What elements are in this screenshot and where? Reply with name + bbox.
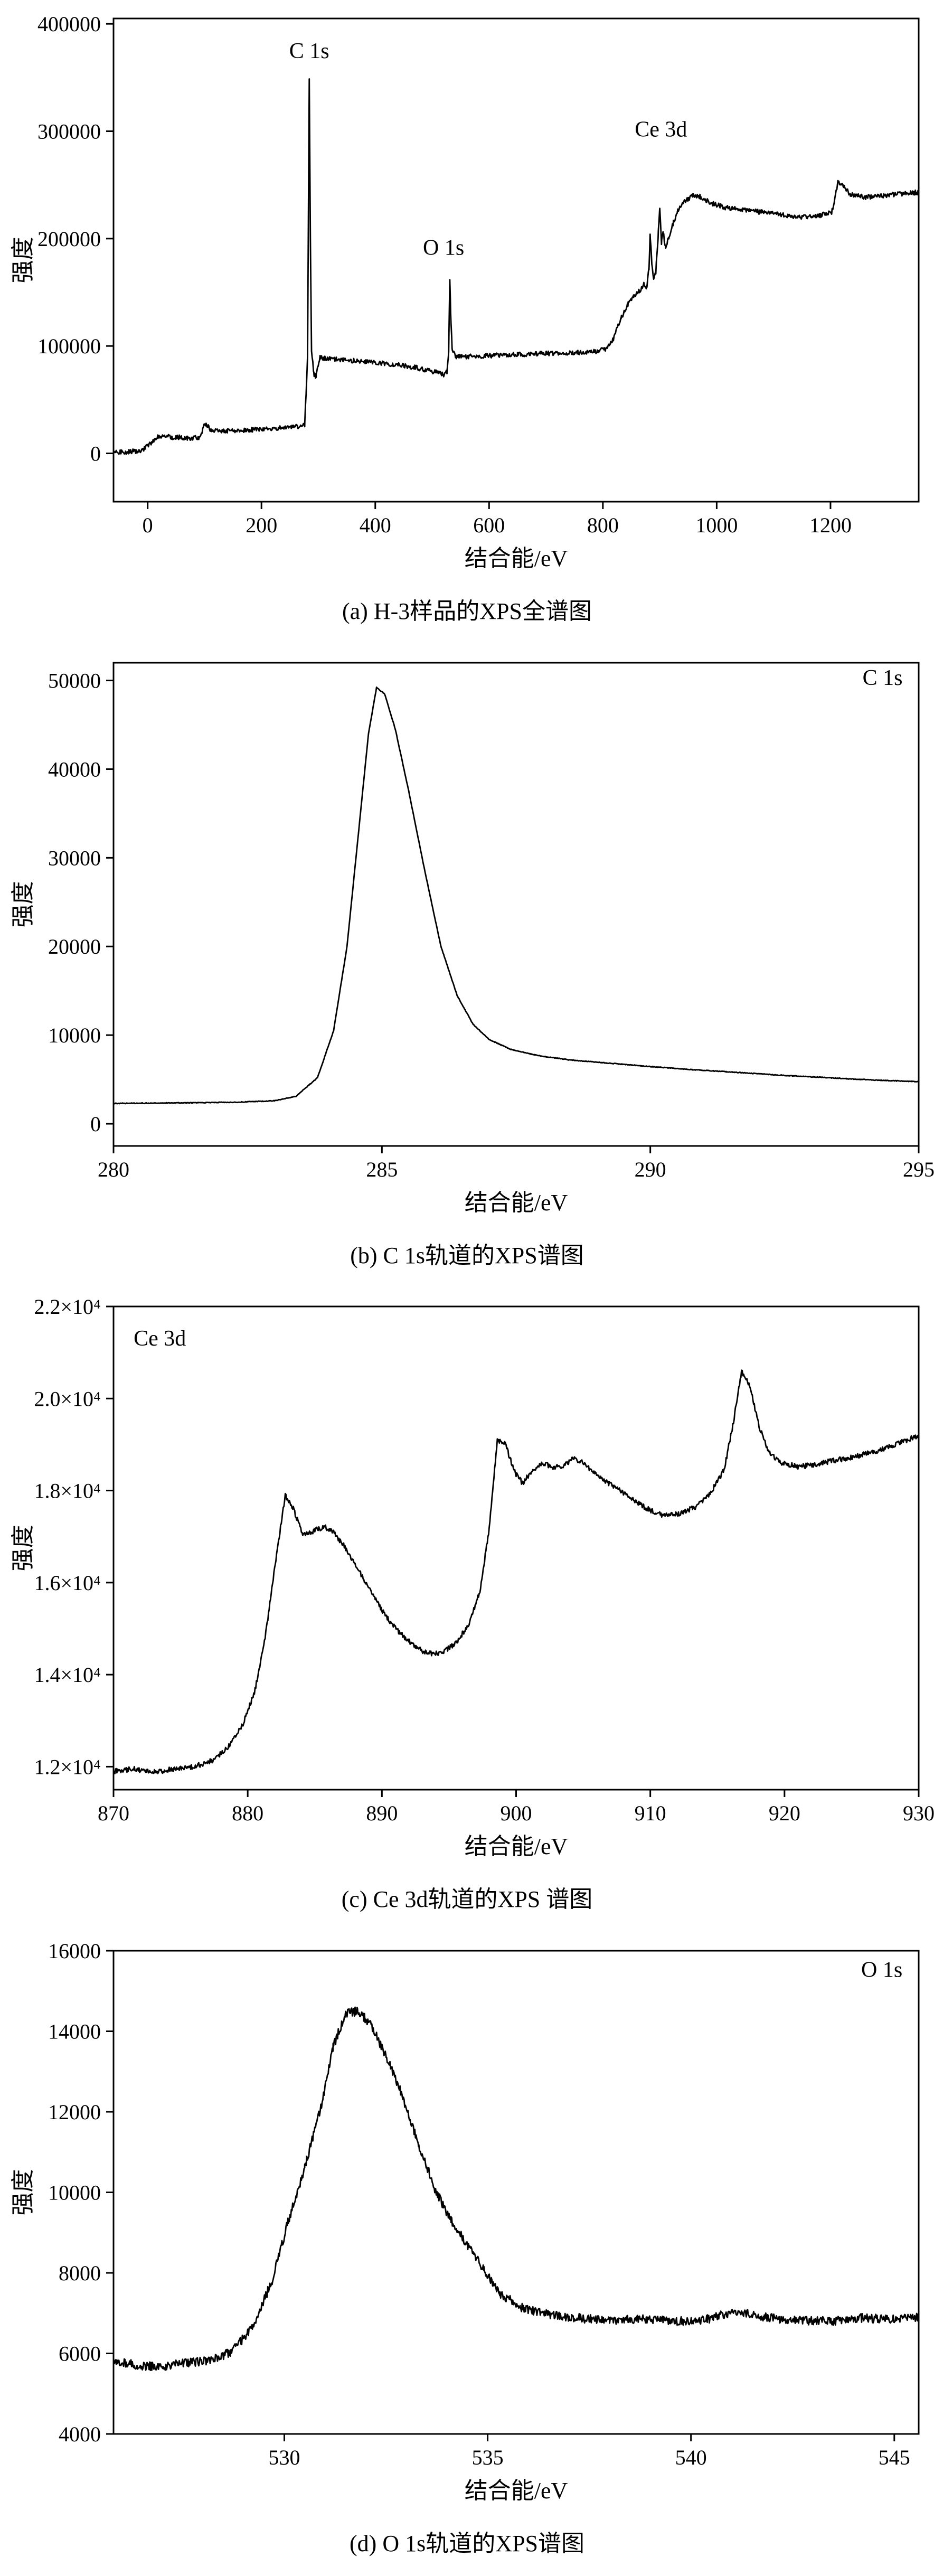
- chart-ce3d-spectrum: 870 880 890 900 910 920 930 1.2×10⁴ 1.4×10⁴ 1.6×1…: [10, 1295, 934, 1859]
- x-tick-label: 295: [903, 1158, 934, 1181]
- y-axis-label: 强度: [10, 1525, 36, 1572]
- chart-c1s-spectrum: 280 285 290 295 0 10000 20000 30000 40000 50000 结合…: [10, 662, 934, 1216]
- caption-o1s: (d) O 1s轨道的XPS谱图: [350, 2530, 584, 2556]
- x-axis-label: 结合能/eV: [465, 2478, 568, 2504]
- x-tick-label: 540: [675, 2446, 707, 2469]
- panel-o1s-spectrum: 530 535 540 545 4000 6000 8000 10000 12000 14000 1…: [0, 1932, 934, 2576]
- chart-survey-spectrum: 0 200 400 600 800 1000 1200 0 100000 200000 300000…: [10, 12, 920, 571]
- y-tick-label: 1.4×10⁴: [34, 1663, 101, 1687]
- spectrum-line-survey-spectrum: [112, 78, 920, 455]
- x-tick-label: 870: [98, 1801, 129, 1825]
- y-tick-label: 400000: [37, 12, 101, 36]
- panel-c1s-spectrum: 280 285 290 295 0 10000 20000 30000 40000 50000 结合…: [0, 644, 934, 1288]
- y-tick-label: 12000: [48, 2100, 101, 2124]
- spectrum-line-ce3d-spectrum: [112, 1369, 920, 1775]
- peak-label-ce-3d: Ce 3d: [134, 1327, 186, 1351]
- y-tick-label: 1.8×10⁴: [34, 1479, 101, 1503]
- x-tick-label: 910: [635, 1801, 666, 1825]
- peak-label-ce-3d: Ce 3d: [635, 118, 687, 142]
- x-axis: 0 200 400 600 800 1000 1200: [143, 502, 852, 537]
- x-axis-label: 结合能/eV: [465, 546, 568, 571]
- y-tick-label: 30000: [48, 846, 101, 870]
- y-tick-label: 10000: [48, 1023, 101, 1047]
- x-axis: 280 285 290 295: [98, 1145, 934, 1181]
- y-axis: 1.2×10⁴ 1.4×10⁴ 1.6×10⁴ 1.8×10⁴ 2.0×10⁴ 2.2×1…: [34, 1295, 114, 1779]
- y-tick-label: 4000: [59, 2422, 101, 2446]
- y-axis-label: 强度: [10, 881, 36, 927]
- x-tick-label: 800: [587, 513, 619, 537]
- x-axis-label: 结合能/eV: [465, 1834, 568, 1859]
- caption-ce3d: (c) Ce 3d轨道的XPS 谱图: [341, 1886, 593, 1912]
- y-axis-label: 强度: [10, 237, 36, 284]
- peak-label-o-1s: O 1s: [861, 1958, 902, 1982]
- x-tick-label: 530: [268, 2446, 300, 2469]
- y-tick-label: 50000: [48, 669, 101, 692]
- x-tick-label: 400: [360, 513, 391, 537]
- y-tick-label: 0: [90, 1112, 101, 1136]
- y-axis: 0 100000 200000 300000 400000: [37, 12, 114, 466]
- y-tick-label: 2.2×10⁴: [34, 1295, 101, 1319]
- plot-frame: [112, 662, 920, 1146]
- plot-frame: [112, 1950, 920, 2434]
- y-tick-label: 8000: [59, 2261, 101, 2285]
- panel-survey-spectrum: 0 200 400 600 800 1000 1200 0 100000 200000 300000…: [0, 0, 934, 644]
- y-tick-label: 1.6×10⁴: [34, 1571, 101, 1595]
- y-tick-label: 2.0×10⁴: [34, 1387, 101, 1411]
- x-tick-label: 200: [246, 513, 277, 537]
- x-tick-label: 1000: [695, 513, 738, 537]
- y-tick-label: 10000: [48, 2180, 101, 2204]
- y-axis-label: 强度: [10, 2169, 36, 2215]
- x-tick-label: 285: [366, 1158, 398, 1181]
- x-axis: 870 880 890 900 910 920 930: [98, 1790, 934, 1825]
- y-tick-label: 200000: [37, 227, 101, 251]
- y-tick-label: 14000: [48, 2019, 101, 2043]
- panel-ce3d-spectrum: 870 880 890 900 910 920 930 1.2×10⁴ 1.4×10⁴ 1.6×1…: [0, 1288, 934, 1932]
- x-tick-label: 1200: [809, 513, 852, 537]
- caption-survey: (a) H-3样品的XPS全谱图: [342, 598, 592, 624]
- y-tick-label: 1.2×10⁴: [34, 1755, 101, 1779]
- y-tick-label: 16000: [48, 1939, 101, 1963]
- y-axis: 4000 6000 8000 10000 12000 14000 16000: [48, 1939, 114, 2446]
- y-tick-label: 300000: [37, 120, 101, 144]
- y-tick-label: 20000: [48, 935, 101, 958]
- x-tick-label: 535: [472, 2446, 504, 2469]
- x-tick-label: 280: [98, 1158, 129, 1181]
- y-tick-label: 6000: [59, 2342, 101, 2365]
- y-tick-label: 100000: [37, 334, 101, 358]
- chart-o1s-spectrum: 530 535 540 545 4000 6000 8000 10000 12000 14000 1…: [10, 1939, 920, 2504]
- x-axis-label: 结合能/eV: [465, 1190, 568, 1216]
- y-tick-label: 0: [90, 442, 101, 466]
- x-tick-label: 890: [366, 1801, 398, 1825]
- x-tick-label: 920: [769, 1801, 800, 1825]
- x-tick-label: 290: [635, 1158, 666, 1181]
- peak-label-c-1s: C 1s: [289, 39, 329, 63]
- x-axis: 530 535 540 545: [268, 2433, 910, 2469]
- y-tick-label: 40000: [48, 757, 101, 781]
- y-axis: 0 10000 20000 30000 40000 50000: [48, 669, 114, 1136]
- peak-label-c-1s: C 1s: [863, 665, 903, 690]
- x-tick-label: 930: [903, 1801, 934, 1825]
- x-tick-label: 600: [473, 513, 505, 537]
- x-tick-label: 545: [879, 2446, 910, 2469]
- plot-frame: [112, 1305, 920, 1791]
- plot-frame: [112, 17, 920, 503]
- caption-c1s: (b) C 1s轨道的XPS谱图: [350, 1242, 584, 1268]
- x-tick-label: 880: [232, 1801, 263, 1825]
- peak-label-o-1s: O 1s: [423, 236, 464, 260]
- spectrum-line-c1s-spectrum: [112, 686, 920, 1104]
- x-tick-label: 900: [501, 1801, 532, 1825]
- spectrum-line-o1s-spectrum: [112, 2006, 920, 2371]
- x-tick-label: 0: [143, 513, 153, 537]
